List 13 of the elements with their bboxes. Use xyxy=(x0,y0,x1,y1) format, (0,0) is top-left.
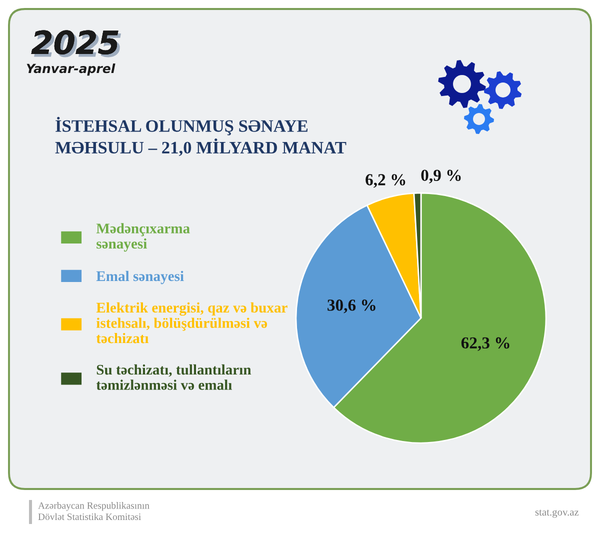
data-label: 0,9 % xyxy=(421,170,461,184)
data-label: 6,2 % xyxy=(366,174,406,188)
text: Azərbaycan Respublikasının Dövlət Statistika Komitəsi xyxy=(38,502,150,520)
data-label: 62,3 % xyxy=(461,337,510,351)
legend-label: Emal sənayesi xyxy=(96,270,184,284)
chart-title: İSTEHSAL OLUNMUŞ SƏNAYE MƏHSULU – 21,0 MİLYARD MANAT xyxy=(55,116,346,156)
data-label: 30,6 % xyxy=(328,300,376,314)
legend-label: Su təchizatı, tullantıların təmizlənməsi və emalı xyxy=(96,364,252,390)
text: Yanvar-aprel xyxy=(26,64,116,76)
legend-label: Elektrik energisi, qaz və buxar istehsalı, bölüşdürülməsi və təchizatı xyxy=(96,302,288,344)
text: stat.gov.az xyxy=(535,510,579,518)
legend-label: Mədənçıxarma sənayesi xyxy=(96,223,190,252)
text: 2025 xyxy=(31,30,122,58)
